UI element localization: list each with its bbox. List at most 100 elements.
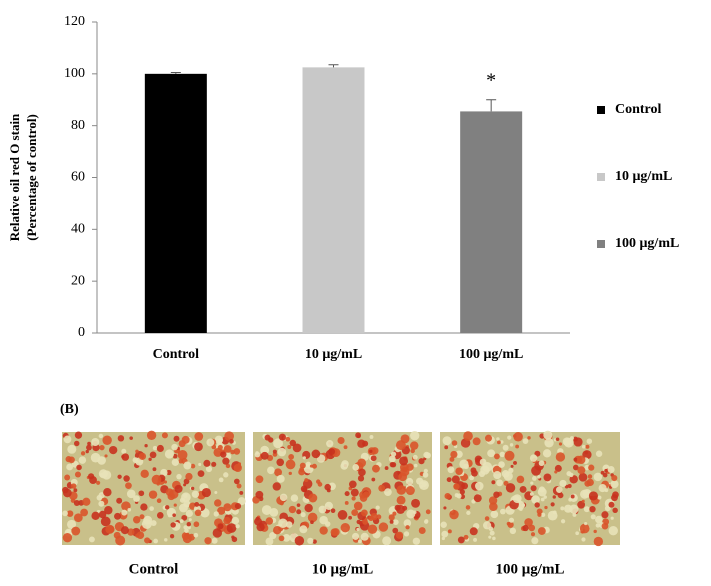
cell bbox=[527, 436, 531, 440]
cell bbox=[337, 436, 345, 445]
cell bbox=[66, 463, 74, 471]
cell bbox=[214, 491, 218, 495]
y-tick-label: 0 bbox=[78, 325, 85, 340]
cell bbox=[206, 438, 215, 447]
cell bbox=[211, 461, 217, 467]
y-axis-label: (Percentage of control) bbox=[24, 114, 39, 241]
cell bbox=[204, 537, 212, 545]
cell bbox=[513, 431, 523, 442]
cell bbox=[85, 449, 89, 454]
cell bbox=[179, 503, 188, 513]
cell bbox=[299, 525, 308, 534]
cell bbox=[328, 448, 336, 456]
cell bbox=[186, 521, 192, 527]
x-tick-label: 100 μg/mL bbox=[459, 347, 523, 362]
cell bbox=[91, 437, 100, 447]
cell bbox=[187, 525, 191, 530]
cell bbox=[337, 510, 348, 520]
cell bbox=[351, 509, 359, 517]
cell bbox=[375, 505, 380, 510]
cell bbox=[285, 459, 296, 470]
cell bbox=[522, 438, 529, 444]
cell bbox=[402, 505, 408, 511]
cell bbox=[542, 449, 552, 458]
cell bbox=[149, 506, 154, 511]
cell bbox=[463, 431, 473, 441]
cell bbox=[530, 532, 536, 537]
y-tick-label: 40 bbox=[71, 222, 85, 237]
cell bbox=[489, 502, 498, 511]
cell bbox=[395, 440, 406, 451]
cell bbox=[193, 521, 200, 528]
cell bbox=[239, 490, 244, 495]
cell bbox=[490, 510, 499, 519]
cell bbox=[581, 499, 585, 503]
cell bbox=[237, 497, 246, 506]
significance-mark: * bbox=[486, 69, 496, 91]
cell bbox=[457, 536, 465, 544]
cell bbox=[507, 521, 514, 528]
cell bbox=[304, 503, 313, 513]
cell bbox=[510, 464, 514, 468]
cell bbox=[73, 488, 78, 493]
x-tick-label: Control bbox=[153, 347, 200, 362]
cell bbox=[443, 506, 447, 510]
cell bbox=[87, 441, 91, 446]
cell bbox=[378, 484, 386, 492]
cell bbox=[133, 495, 140, 502]
cell bbox=[304, 478, 309, 483]
cell bbox=[132, 515, 141, 524]
cell bbox=[493, 491, 500, 498]
cell bbox=[593, 536, 604, 547]
cell bbox=[144, 444, 148, 448]
cell bbox=[64, 474, 71, 481]
cell bbox=[403, 531, 410, 537]
cell bbox=[260, 445, 270, 455]
cell bbox=[139, 514, 145, 520]
cell bbox=[453, 483, 460, 490]
cell bbox=[362, 519, 368, 525]
cell bbox=[272, 482, 281, 491]
cell bbox=[170, 522, 176, 528]
cell bbox=[493, 471, 502, 480]
cell bbox=[278, 518, 288, 528]
cell bbox=[148, 457, 152, 461]
cell bbox=[267, 466, 275, 475]
y-tick-label: 60 bbox=[71, 170, 85, 185]
cell bbox=[279, 501, 284, 506]
cell bbox=[269, 531, 277, 540]
legend-label: Control bbox=[615, 102, 662, 117]
cell bbox=[165, 488, 174, 497]
cell bbox=[412, 537, 421, 545]
cell bbox=[70, 483, 77, 489]
cell bbox=[254, 451, 261, 458]
cell bbox=[125, 482, 132, 489]
cell bbox=[220, 451, 227, 458]
cell bbox=[174, 484, 183, 493]
cell bbox=[173, 435, 180, 442]
cell bbox=[190, 486, 195, 491]
cell bbox=[276, 474, 285, 483]
cell bbox=[135, 449, 139, 454]
cell bbox=[480, 465, 490, 475]
cell bbox=[194, 502, 200, 507]
cell bbox=[602, 472, 608, 478]
cell bbox=[469, 527, 478, 536]
cell bbox=[471, 469, 478, 477]
cell bbox=[357, 475, 365, 482]
cell bbox=[90, 452, 101, 463]
cell bbox=[340, 462, 349, 470]
cell bbox=[255, 475, 264, 484]
cell bbox=[389, 519, 394, 524]
cell bbox=[538, 460, 545, 467]
cell bbox=[451, 440, 458, 446]
y-tick-label: 120 bbox=[64, 14, 85, 29]
cell bbox=[181, 531, 190, 540]
cell bbox=[451, 475, 460, 484]
cell bbox=[312, 539, 317, 544]
cell bbox=[88, 473, 95, 480]
cell bbox=[472, 437, 481, 446]
cell bbox=[547, 510, 558, 521]
cell bbox=[534, 502, 540, 508]
cell bbox=[164, 505, 170, 510]
